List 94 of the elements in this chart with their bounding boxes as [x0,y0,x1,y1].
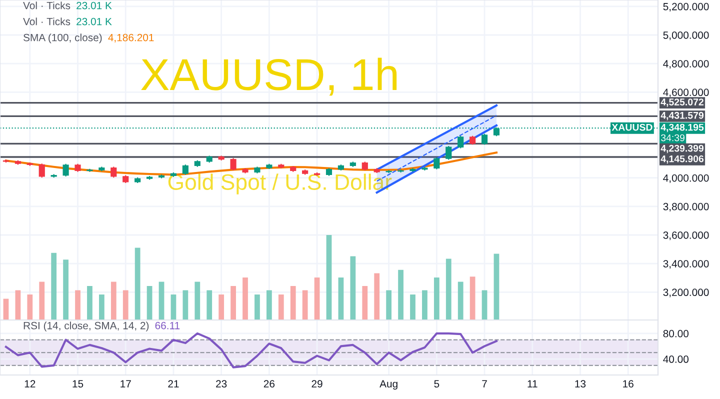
candlestick [446,145,452,160]
bar [494,254,500,320]
y-tick-label: 80.00 [663,330,689,338]
bar [362,286,368,320]
annotation: RSI (14, close, SMA, 14, 2) [24,322,149,332]
bar [254,294,260,320]
bar [110,282,116,320]
y-tick-label: 5,200.000 [663,2,709,12]
bar [170,294,176,320]
bar [482,290,488,320]
y-tick-label: 4,600.000 [663,88,709,98]
bar [458,282,464,320]
bar [242,278,248,320]
candlestick [110,166,117,178]
y-tick-label: 3,200.000 [663,288,709,298]
y-tick-label: 3,800.000 [663,202,709,212]
x-tick-label: 11 [528,380,538,388]
bar [230,286,236,320]
bar [134,248,140,320]
bar [398,270,404,320]
x-tick-label: Aug [380,380,398,390]
annotation: XAUUSD [612,124,652,131]
y-tick-label: 3,400.000 [663,260,709,269]
bar [182,290,188,320]
text: Gold Spot / U.S. Dollar [168,174,392,194]
annotation: Vol · Ticks [23,2,70,10]
line-series [4,332,498,368]
ref-line-label: 4,348.195 [660,124,704,132]
x-tick-label: 17 [120,380,131,388]
bar [87,286,92,320]
bar [15,290,21,320]
candlestick [38,163,45,178]
bar [350,256,356,320]
candlestick [398,169,404,173]
x-tick-label: 26 [264,380,275,388]
bar [27,294,33,320]
bar [302,290,308,320]
y-tick-label: 5,000.000 [663,32,709,40]
text: XAUUSD, 1h [141,58,397,96]
bar [434,278,440,320]
bar [122,290,128,320]
ref-line-label: 4,525.072 [660,98,704,107]
x-tick-label: 12 [24,380,36,388]
bar [158,282,164,320]
bar [206,290,212,320]
x-tick-label: 5 [434,380,440,388]
bar [51,252,57,320]
x-tick-label: 16 [623,380,634,388]
bar [266,290,272,320]
y-tick-label: 4,000.000 [663,174,709,183]
bar [278,294,284,320]
annotation: 23.01 K [76,18,112,26]
bar [146,286,152,320]
bar [314,278,320,320]
bar [422,290,428,320]
x-tick-label: 15 [72,380,84,388]
bar [446,258,452,320]
ref-line-label: 4,145.906 [660,155,704,164]
annotation: 66.11 [155,322,180,330]
x-tick-label: 7 [482,380,487,388]
candlestick [182,164,188,176]
bar [290,286,296,320]
y-tick-label: 40.00 [663,356,689,363]
text: 34:39 [661,134,684,142]
ref-line-label: 4,431.579 [660,112,704,120]
candlestick [434,156,440,170]
x-tick-label: 23 [216,380,227,388]
bar [374,273,380,320]
bar [75,290,80,320]
bar [326,235,332,320]
annotation: Vol · Ticks [23,18,70,26]
x-tick-label: 21 [168,380,179,388]
candlestick [62,163,69,177]
bar [99,294,104,320]
bar [218,294,224,320]
bar [338,278,344,320]
ref-line-label: 4,239.399 [660,144,704,154]
candlestick [481,133,488,146]
bar [194,282,200,320]
bar [63,260,68,320]
bar [39,282,45,320]
bar [3,298,9,320]
x-tick-label: 13 [575,380,586,388]
bar [386,290,392,320]
annotation: SMA (100, close) [24,34,102,44]
bar [410,294,416,320]
candlestick [458,135,464,149]
y-tick-label: 4,800.000 [663,60,709,69]
candlestick [230,158,236,171]
annotation: 4,186.201 [108,34,154,42]
x-tick-label: 29 [312,380,322,388]
annotation: 23.01 K [76,2,112,10]
y-tick-label: 3,600.000 [663,232,709,240]
bar [470,276,476,320]
